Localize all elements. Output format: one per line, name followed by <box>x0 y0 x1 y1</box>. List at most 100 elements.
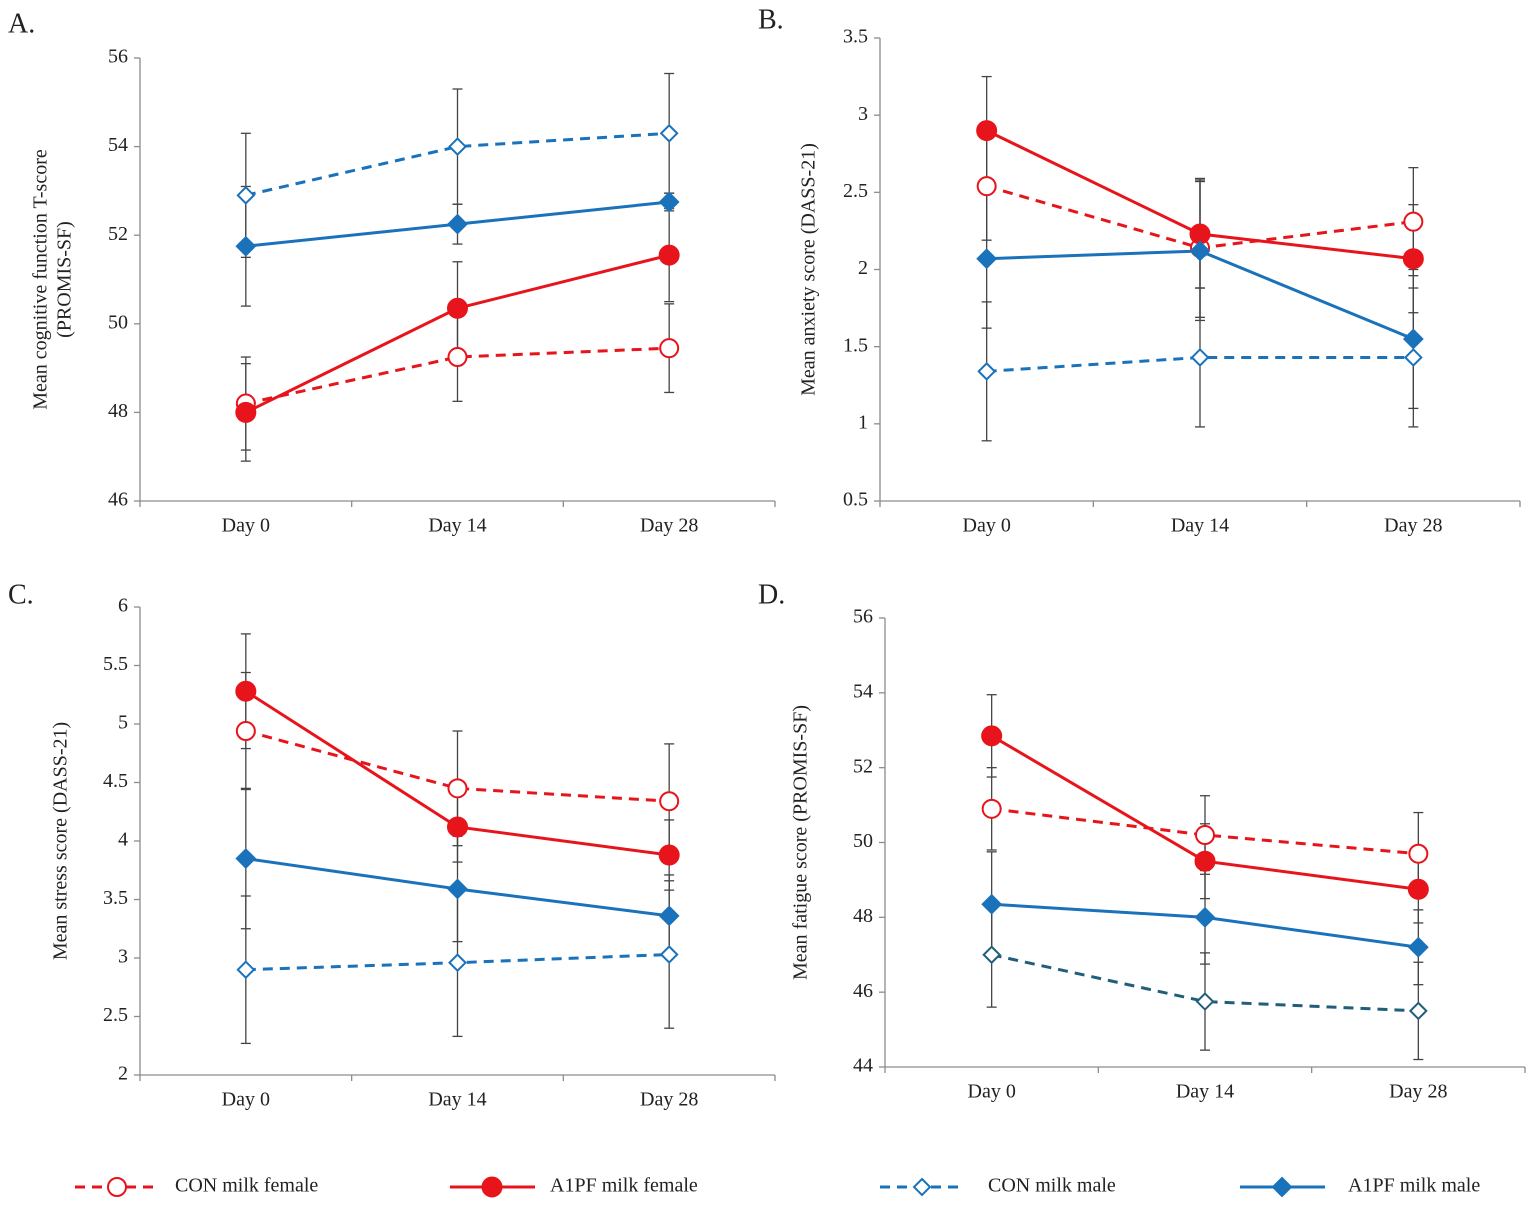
y-tick-label: 56 <box>853 606 873 628</box>
x-tick-label: Day 0 <box>222 1089 270 1111</box>
panel-label: A. <box>8 8 35 39</box>
marker <box>1402 248 1424 270</box>
legend-marker <box>912 1177 932 1197</box>
marker <box>235 680 257 702</box>
marker <box>981 893 1003 915</box>
panel-label: D. <box>758 579 785 610</box>
marker <box>659 945 679 964</box>
marker <box>659 338 680 359</box>
y-tick-label: 44 <box>853 1055 873 1077</box>
marker <box>982 945 1002 965</box>
y-tick-label: 48 <box>853 905 873 927</box>
marker <box>1194 850 1216 872</box>
marker <box>1408 843 1429 864</box>
y-tick-label: 4.5 <box>103 770 128 792</box>
y-tick-label: 50 <box>853 830 873 852</box>
x-tick-label: Day 0 <box>222 515 270 537</box>
y-tick-label: 46 <box>108 489 128 511</box>
marker <box>1407 936 1429 958</box>
y-tick-label: 56 <box>108 46 128 68</box>
marker <box>1402 328 1424 350</box>
legend-label: A1PF milk female <box>550 1175 698 1197</box>
y-axis-label: Mean cognitive function T-score <box>30 149 52 410</box>
marker <box>448 953 467 973</box>
marker <box>447 347 468 368</box>
series-line <box>245 346 670 406</box>
panel: D. Mean fatigue score (PROMIS-SF) 44 46 48 50… <box>758 579 1526 1103</box>
x-tick-label: Day 28 <box>640 515 698 537</box>
y-tick-label: 5.5 <box>103 653 128 675</box>
y-tick-label: 46 <box>853 980 873 1002</box>
marker <box>1190 348 1210 367</box>
marker <box>235 401 257 423</box>
x-tick-label: Day 14 <box>428 515 486 537</box>
legend-marker <box>1271 1176 1293 1198</box>
y-tick-label: 52 <box>853 755 873 777</box>
marker <box>977 361 997 381</box>
marker <box>658 905 680 927</box>
y-tick-label: 50 <box>108 311 128 333</box>
marker <box>976 248 998 270</box>
marker <box>1403 211 1424 232</box>
y-tick-label: 3 <box>118 946 128 968</box>
marker <box>658 191 680 213</box>
y-tick-label: 3.5 <box>843 26 868 48</box>
legend-marker <box>481 1176 503 1198</box>
x-tick-label: Day 0 <box>963 515 1011 537</box>
marker <box>236 960 256 980</box>
y-axis-label: Mean fatigue score (PROMIS-SF) <box>790 705 812 980</box>
x-tick-label: Day 28 <box>1389 1081 1447 1103</box>
marker <box>1403 348 1423 367</box>
legend: CON milk female A1PF milk female CON milk … <box>75 1175 1480 1198</box>
y-axis-label: (PROMIS-SF) <box>54 221 76 338</box>
legend-label: CON milk female <box>175 1175 318 1197</box>
marker <box>1189 240 1211 262</box>
marker <box>658 844 680 866</box>
marker <box>981 798 1002 819</box>
y-tick-label: 52 <box>108 223 128 245</box>
y-axis-label: Mean anxiety score (DASS-21) <box>798 143 820 396</box>
y-tick-label: 54 <box>108 134 128 156</box>
x-tick-label: Day 14 <box>1171 515 1229 537</box>
panel: B. Mean anxiety score (DASS-21) 0.5 1 1.5 2 2.… <box>758 4 1521 537</box>
x-tick-label: Day 14 <box>1176 1081 1234 1103</box>
marker <box>447 213 468 235</box>
panel: A. Mean cognitive function T-score (PROMIS… <box>8 8 776 537</box>
y-tick-label: 3.5 <box>103 887 128 909</box>
marker <box>235 848 257 869</box>
y-tick-label: 1.5 <box>843 334 868 356</box>
y-axis-label: Mean stress score (DASS-21) <box>50 722 72 960</box>
marker <box>981 725 1003 747</box>
x-tick-label: Day 0 <box>968 1081 1016 1103</box>
y-tick-label: 2.5 <box>103 1004 128 1026</box>
marker <box>447 778 468 799</box>
series-line <box>991 953 1419 1013</box>
marker <box>447 297 468 319</box>
marker <box>448 137 467 157</box>
panel-label: B. <box>758 4 784 35</box>
x-tick-label: Day 28 <box>1384 515 1442 537</box>
series-line <box>245 131 670 197</box>
series-line <box>991 807 1419 856</box>
y-tick-label: 48 <box>108 400 128 422</box>
x-tick-label: Day 28 <box>640 1089 698 1111</box>
y-tick-label: 3 <box>858 103 868 125</box>
marker <box>659 123 679 143</box>
marker <box>235 235 257 257</box>
series-line <box>245 729 670 803</box>
marker <box>658 244 680 266</box>
panel-label: C. <box>8 579 34 610</box>
y-tick-label: 2 <box>858 257 868 279</box>
marker <box>447 816 468 838</box>
marker <box>1195 992 1215 1011</box>
legend-label: A1PF milk male <box>1348 1175 1480 1197</box>
y-tick-label: 5 <box>118 712 128 734</box>
marker <box>1408 1001 1428 1021</box>
y-tick-label: 54 <box>853 680 873 702</box>
legend-marker <box>107 1177 127 1197</box>
marker <box>1407 878 1429 900</box>
marker <box>976 176 997 197</box>
y-tick-label: 4 <box>118 829 128 851</box>
y-tick-label: 2.5 <box>843 180 868 202</box>
